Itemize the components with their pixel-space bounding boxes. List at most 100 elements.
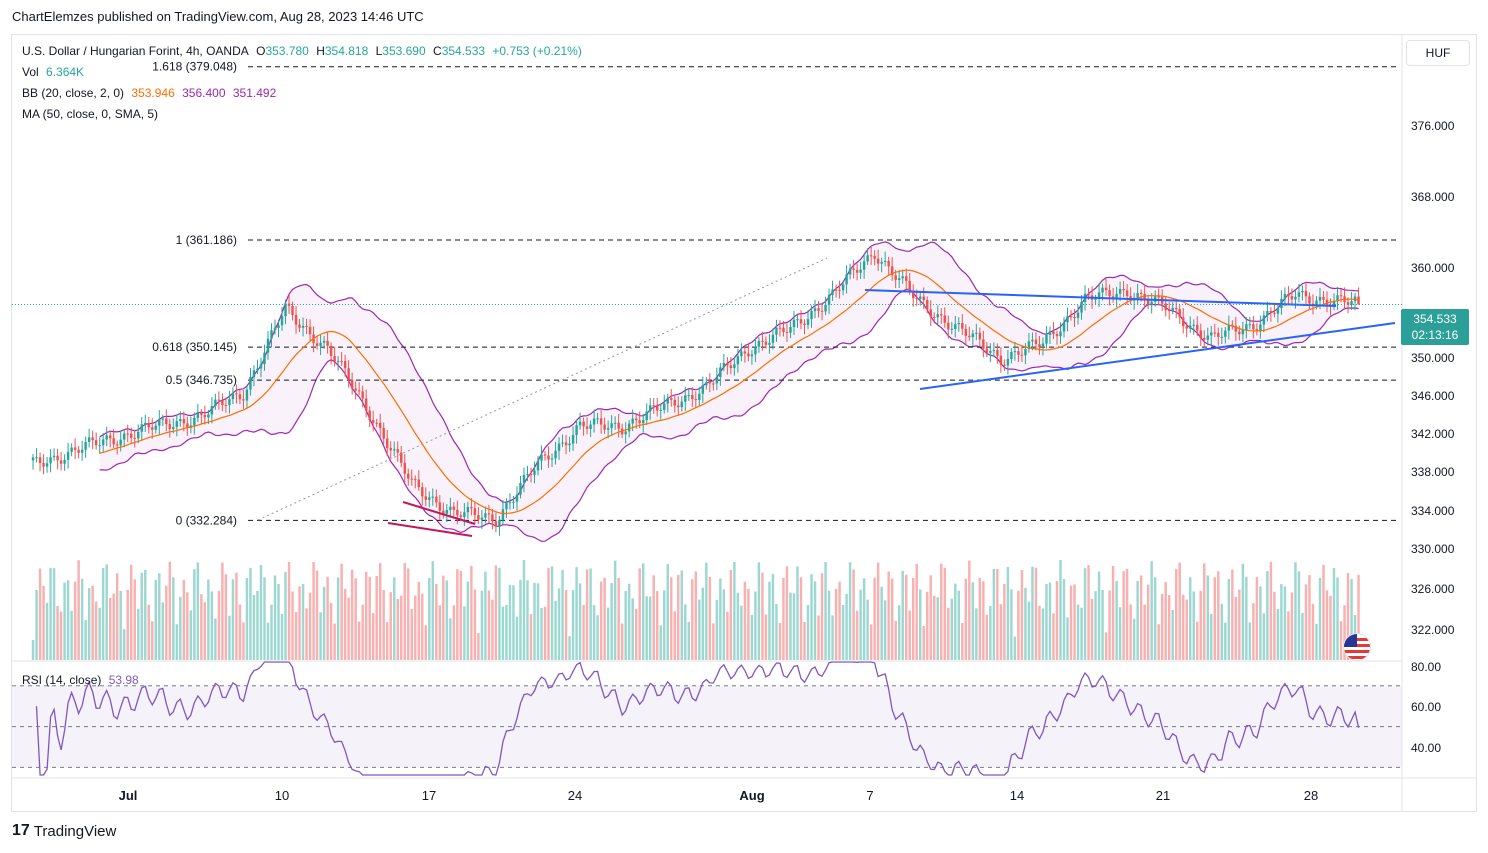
candle-body xyxy=(712,383,715,385)
volume-bar xyxy=(908,610,911,660)
volume-bar xyxy=(224,574,228,660)
candle-body xyxy=(859,269,862,273)
candle-body xyxy=(1094,298,1097,300)
volume-bar xyxy=(838,581,841,660)
candle-body xyxy=(1192,324,1195,326)
us-flag-icon[interactable] xyxy=(1343,633,1371,661)
volume-bar xyxy=(1357,574,1360,660)
candle-body xyxy=(673,399,676,406)
volume-bar xyxy=(719,578,722,660)
candle-body xyxy=(726,362,729,366)
candle-body xyxy=(1322,296,1325,300)
candle-body xyxy=(775,327,778,335)
rsi-value: 53.98 xyxy=(108,673,139,687)
fib-level-label: 0.618 (350.145) xyxy=(152,340,237,354)
candle-body xyxy=(603,424,606,430)
volume-bar xyxy=(918,589,922,660)
candle-body xyxy=(1157,296,1160,298)
volume-bar xyxy=(428,577,431,660)
candle-body xyxy=(228,399,231,406)
volume-bar xyxy=(1189,577,1192,660)
chart-frame[interactable] xyxy=(11,34,1477,812)
candle-body xyxy=(231,393,235,400)
currency-button[interactable]: HUF xyxy=(1406,40,1470,66)
volume-bar xyxy=(1273,591,1276,660)
candle-body xyxy=(571,434,575,444)
candle-body xyxy=(179,419,182,422)
candle-body xyxy=(554,450,557,459)
candle-body xyxy=(277,325,280,329)
candle-body xyxy=(259,364,263,369)
volume-bar xyxy=(526,580,529,660)
rsi-pane xyxy=(12,660,1402,776)
volume-bar xyxy=(287,562,291,660)
candle-body xyxy=(575,425,578,435)
candle-body xyxy=(217,399,221,401)
candle-body xyxy=(63,459,66,464)
candle-body xyxy=(1020,354,1024,356)
volume-bar xyxy=(73,581,77,660)
candle-body xyxy=(789,326,792,333)
candle-body xyxy=(203,414,207,418)
volume-bar xyxy=(1266,571,1269,660)
volume-bar xyxy=(1297,571,1301,660)
volume-bar xyxy=(1052,613,1055,660)
volume-bar xyxy=(1136,580,1139,660)
wedge-upper-line xyxy=(402,501,476,525)
candle-body xyxy=(1234,325,1238,332)
volume-bar xyxy=(936,597,939,660)
volume-bar xyxy=(1045,583,1048,660)
candle-body xyxy=(883,260,887,262)
candle-body xyxy=(42,462,45,467)
volume-bar xyxy=(277,584,280,660)
volume-bar xyxy=(1027,601,1031,660)
volume-bar xyxy=(1087,565,1090,660)
candle-body xyxy=(449,506,452,511)
candle-body xyxy=(1301,290,1304,293)
volume-bar xyxy=(1318,577,1322,660)
volume-bar xyxy=(228,615,231,660)
candle-body xyxy=(1017,351,1020,355)
tradingview-branding[interactable]: 17 TradingView xyxy=(12,822,116,840)
candle-body xyxy=(329,345,333,357)
candle-body xyxy=(1178,309,1181,318)
candle-body xyxy=(599,418,603,425)
candle-body xyxy=(897,278,901,281)
volume-bar xyxy=(589,568,592,660)
candle-body xyxy=(578,421,582,426)
candle-body xyxy=(663,403,666,410)
volume-bar xyxy=(1069,585,1073,660)
candle-body xyxy=(200,412,203,415)
candle-body xyxy=(719,367,722,377)
volume-bar xyxy=(1199,590,1202,660)
volume-bar xyxy=(904,574,908,660)
volume-bar xyxy=(677,574,680,660)
candle-body xyxy=(424,496,428,500)
candle-body xyxy=(1122,288,1125,291)
volume-bar xyxy=(449,618,452,660)
candle-body xyxy=(108,435,112,439)
volume-bar xyxy=(210,591,214,660)
volume-bar xyxy=(1185,599,1188,660)
volume-bar xyxy=(964,578,968,660)
volume-bar xyxy=(217,590,221,660)
candle-body xyxy=(1266,310,1269,316)
volume-bar xyxy=(410,609,413,660)
candle-body xyxy=(1259,324,1262,331)
volume-bar xyxy=(1024,587,1027,660)
candle-body xyxy=(249,377,252,390)
volume-bar xyxy=(971,582,975,660)
candle-body xyxy=(1080,301,1083,313)
price-tick-label: 350.000 xyxy=(1411,351,1455,365)
volume-bar xyxy=(768,581,771,660)
volume-bar xyxy=(203,602,207,660)
volume-bar xyxy=(494,565,498,660)
volume-bar xyxy=(1139,575,1143,660)
candle-body xyxy=(491,514,494,522)
candle-body xyxy=(624,431,627,435)
candle-body xyxy=(803,323,806,325)
candle-body xyxy=(94,440,98,446)
candle-body xyxy=(389,447,392,451)
candle-body xyxy=(431,496,435,498)
